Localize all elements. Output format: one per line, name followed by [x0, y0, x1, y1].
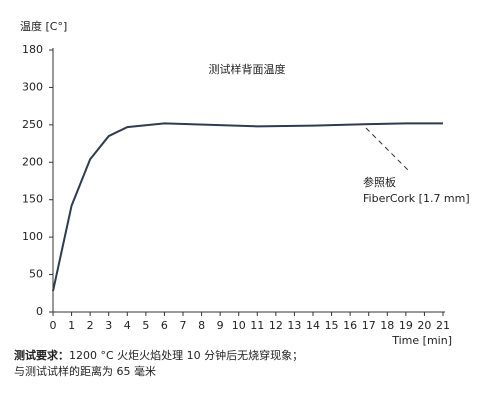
- y-tick-label: 150: [22, 193, 43, 206]
- y-tick-label: 180: [22, 43, 43, 56]
- x-tick-label: 4: [124, 319, 131, 332]
- annotation-leader: [365, 127, 409, 171]
- x-tick-label: 9: [217, 319, 224, 332]
- x-tick-label: 7: [180, 319, 187, 332]
- y-tick-label: 100: [22, 230, 43, 243]
- y-tick-label: 250: [22, 118, 43, 131]
- x-tick-label: 2: [87, 319, 94, 332]
- y-axis-label: 温度 [C°]: [20, 19, 67, 33]
- x-tick-label: 11: [250, 319, 264, 332]
- annotation: 参照板: [363, 175, 396, 189]
- x-tick-label: 12: [269, 319, 283, 332]
- x-tick-label: 8: [198, 319, 205, 332]
- x-tick-label: 13: [287, 319, 301, 332]
- y-tick-label: 200: [22, 155, 43, 168]
- x-tick-label: 19: [399, 319, 413, 332]
- x-tick-label: 5: [142, 319, 149, 332]
- x-tick-label: 1: [68, 319, 75, 332]
- x-tick-label: 14: [306, 319, 320, 332]
- y-tick-label: 0: [36, 305, 43, 318]
- x-tick-label: 18: [380, 319, 394, 332]
- chart-title: 测试样背面温度: [209, 62, 286, 76]
- x-tick-label: 15: [325, 319, 339, 332]
- x-tick-label: 20: [417, 319, 431, 332]
- notes-text: 1200 °C 火炬火焰处理 10 分钟后无烧穿现象；: [69, 348, 303, 362]
- notes-label: 测试要求：: [14, 348, 69, 362]
- x-axis-label: Time [min]: [391, 334, 452, 347]
- x-tick-label: 10: [232, 319, 246, 332]
- data-line: [52, 122, 443, 292]
- x-tick-label: 21: [436, 319, 450, 332]
- x-tick-label: 16: [343, 319, 357, 332]
- y-tick-label: 50: [29, 268, 43, 281]
- x-tick-label: 0: [50, 319, 57, 332]
- notes: 与测试试样的距离为 65 毫米: [14, 364, 156, 378]
- notes: 测试要求：1200 °C 火炬火焰处理 10 分钟后无烧穿现象；: [14, 348, 303, 362]
- x-tick-label: 17: [362, 319, 376, 332]
- x-tick-label: 6: [161, 319, 168, 332]
- y-tick-label: 300: [22, 80, 43, 93]
- x-tick-label: 3: [105, 319, 112, 332]
- annotation: FiberCork [1.7 mm]: [363, 192, 470, 205]
